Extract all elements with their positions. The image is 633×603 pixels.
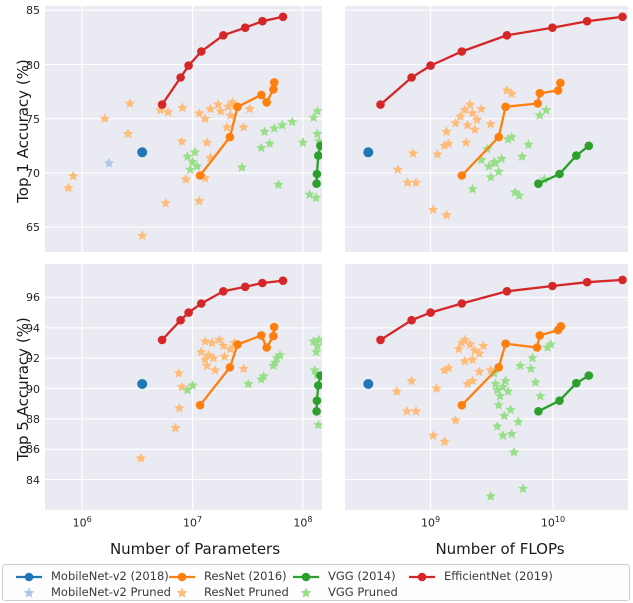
series-resnet-2016 xyxy=(457,322,566,410)
ytick-label: 90 xyxy=(26,382,40,396)
ytick-label: 75 xyxy=(26,112,40,126)
legend-label: ResNet Pruned xyxy=(204,585,289,599)
series-resnet-2016 xyxy=(457,78,565,180)
series-vgg-pruned xyxy=(182,334,322,430)
legend-label: MobileNet-v2 Pruned xyxy=(51,585,171,599)
legend-item-resnet-2016-: ResNet (2016) xyxy=(166,568,287,584)
gridlines xyxy=(45,6,322,252)
ytick-label: 65 xyxy=(26,221,40,235)
legend-item-mobilenet-v2-pruned: MobileNet-v2 Pruned xyxy=(13,584,171,600)
panel-top1_vs_flops xyxy=(345,6,628,252)
xtick-label: 108 xyxy=(293,515,313,530)
series-vgg-pruned xyxy=(485,339,556,501)
series-efficientnet-2019 xyxy=(157,276,288,345)
star-marker-icon xyxy=(176,587,188,598)
gridlines xyxy=(345,6,628,252)
line-circle-marker-icon xyxy=(16,572,42,582)
panel-background xyxy=(345,264,628,510)
panel-top5_vs_params xyxy=(45,264,322,510)
series-efficientnet-2019 xyxy=(376,275,627,345)
legend: MobileNet-v2 (2018) ResNet (2016) VGG (201… xyxy=(2,564,630,601)
gridlines xyxy=(345,264,628,510)
legend-item-mobilenet-v2-2018-: MobileNet-v2 (2018) xyxy=(13,568,169,584)
legend-label: VGG Pruned xyxy=(328,585,398,599)
series-resnet-2016 xyxy=(195,322,279,410)
xtick-label: 109 xyxy=(421,515,441,530)
legend-label: ResNet (2016) xyxy=(204,569,287,583)
series-resnet-pruned xyxy=(63,97,255,241)
ytick-label: 92 xyxy=(26,352,40,366)
legend-item-vgg-2014-: VGG (2014) xyxy=(290,568,396,584)
series-mobilenet-v2-2018 xyxy=(137,147,148,158)
ytick-label: 84 xyxy=(26,473,40,487)
xtick-label: 107 xyxy=(183,515,203,530)
xtick-label: 106 xyxy=(72,515,92,530)
series-resnet-pruned xyxy=(392,85,517,220)
series-efficientnet-2019 xyxy=(157,12,288,109)
series-vgg-pruned xyxy=(182,105,322,203)
x-axis-label-params: Number of Parameters xyxy=(109,540,281,558)
y-axis-label-top1: Top 1 Accuracy (%) xyxy=(14,59,32,203)
ytick-label: 88 xyxy=(26,412,40,426)
x-axis-label-flops: Number of FLOPs xyxy=(435,540,565,558)
panel-background xyxy=(345,6,628,252)
ytick-label: 85 xyxy=(26,4,40,18)
series-vgg-2014 xyxy=(534,371,594,416)
ytick-label: 96 xyxy=(26,291,40,305)
ytick-label: 94 xyxy=(26,321,40,335)
series-resnet-2016 xyxy=(195,78,279,180)
ytick-label: 80 xyxy=(26,58,40,72)
panel-top1_vs_params xyxy=(45,6,322,252)
star-marker-icon xyxy=(300,587,312,598)
ytick-label: 70 xyxy=(26,166,40,180)
series-mobilenet-v2-2018 xyxy=(137,379,148,389)
legend-label: EfficientNet (2019) xyxy=(444,569,553,583)
series-vgg-2014 xyxy=(534,141,594,188)
series-mobilenet-v2-pruned xyxy=(103,157,115,168)
line-circle-marker-icon xyxy=(169,572,195,582)
panel-background xyxy=(45,6,322,252)
series-efficientnet-2019 xyxy=(376,12,627,109)
ytick-label: 86 xyxy=(26,443,40,457)
legend-item-resnet-pruned: ResNet Pruned xyxy=(166,584,289,600)
series-mobilenet-v2-2018 xyxy=(363,147,374,158)
legend-item-vgg-pruned: VGG Pruned xyxy=(290,584,398,600)
panel-top5_vs_flops xyxy=(345,264,628,510)
line-circle-marker-icon xyxy=(409,572,435,582)
legend-item-efficientnet-2019-: EfficientNet (2019) xyxy=(406,568,553,584)
series-vgg-pruned xyxy=(467,104,552,200)
series-vgg-2014 xyxy=(312,371,322,416)
xtick-label: 1010 xyxy=(540,515,566,530)
series-mobilenet-v2-2018 xyxy=(363,379,374,389)
star-marker-icon xyxy=(23,587,35,598)
series-resnet-pruned xyxy=(391,334,496,446)
legend-label: MobileNet-v2 (2018) xyxy=(51,569,169,583)
line-circle-marker-icon xyxy=(293,572,319,582)
series-vgg-2014 xyxy=(312,141,322,188)
legend-label: VGG (2014) xyxy=(328,569,396,583)
series-resnet-pruned xyxy=(135,334,249,463)
